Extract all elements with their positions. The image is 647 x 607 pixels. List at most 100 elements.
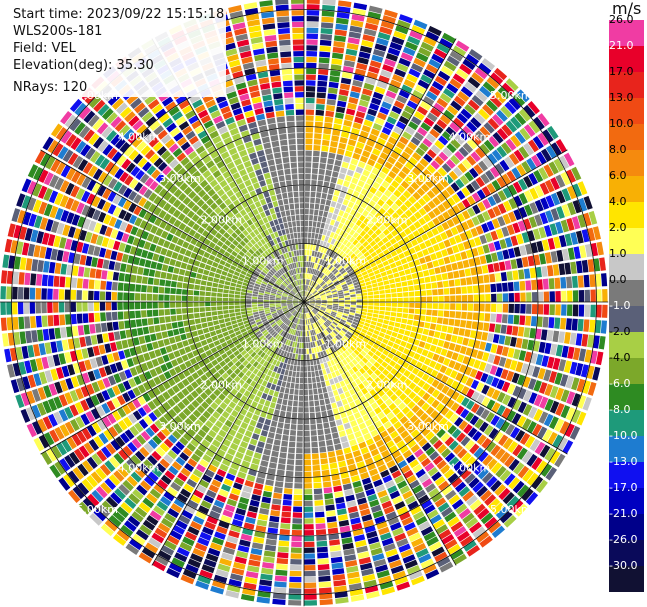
velocity-cell: [430, 253, 437, 261]
velocity-cell: [298, 348, 302, 354]
velocity-cell: [408, 285, 414, 291]
velocity-cell: [306, 27, 319, 34]
velocity-cell: [72, 265, 79, 277]
velocity-cell: [250, 264, 257, 270]
velocity-cell: [219, 179, 228, 188]
velocity-cell: [311, 289, 316, 294]
velocity-cell: [307, 267, 310, 274]
velocity-cell: [105, 302, 112, 311]
velocity-cell: [282, 434, 289, 441]
velocity-cell: [343, 60, 355, 68]
velocity-cell: [329, 545, 341, 552]
velocity-cell: [261, 252, 268, 259]
velocity-cell: [496, 251, 504, 261]
velocity-cell: [313, 482, 322, 489]
velocity-cell: [558, 234, 567, 248]
velocity-cell: [379, 224, 387, 232]
velocity-cell: [248, 121, 258, 130]
velocity-cell: [140, 293, 147, 301]
velocity-cell: [295, 377, 300, 384]
velocity-cell: [291, 353, 296, 360]
velocity-cell: [290, 291, 295, 296]
velocity-cell: [293, 488, 303, 495]
velocity-cell: [373, 255, 380, 262]
velocity-cell: [325, 291, 332, 295]
velocity-cell: [266, 234, 273, 241]
velocity-cell: [281, 440, 289, 447]
velocity-cell: [387, 274, 394, 280]
velocity-cell: [430, 107, 442, 118]
velocity-cell: [235, 177, 243, 185]
velocity-cell: [365, 254, 373, 261]
velocity-cell: [304, 209, 309, 215]
velocity-cell: [599, 257, 606, 271]
velocity-cell: [481, 58, 496, 71]
velocity-cell: [321, 10, 335, 17]
velocity-cell: [326, 294, 333, 298]
velocity-cell: [295, 97, 304, 104]
velocity-cell: [508, 198, 518, 210]
velocity-cell: [143, 188, 153, 199]
velocity-cell: [299, 291, 302, 297]
velocity-cell: [400, 222, 408, 230]
velocity-cell: [117, 302, 123, 311]
velocity-cell: [380, 20, 395, 30]
velocity-cell: [115, 102, 128, 115]
velocity-cell: [281, 151, 289, 158]
velocity-cell: [255, 250, 261, 257]
velocity-cell: [78, 106, 91, 120]
velocity-cell: [276, 163, 283, 171]
velocity-cell: [170, 287, 177, 295]
velocity-cell: [239, 168, 247, 177]
velocity-cell: [357, 105, 368, 113]
velocity-cell: [455, 287, 462, 295]
velocity-cell: [354, 116, 364, 124]
velocity-cell: [211, 237, 219, 244]
velocity-cell: [275, 264, 280, 270]
velocity-cell: [158, 113, 170, 124]
velocity-cell: [319, 280, 325, 286]
velocity-cell: [153, 195, 163, 206]
velocity-cell: [372, 265, 379, 272]
velocity-cell: [482, 211, 491, 222]
velocity-cell: [504, 237, 513, 248]
velocity-cell: [105, 291, 112, 301]
velocity-cell: [297, 267, 300, 274]
velocity-cell: [379, 106, 390, 115]
velocity-cell: [305, 86, 316, 92]
velocity-cell: [452, 117, 465, 129]
velocity-cell: [308, 295, 313, 299]
velocity-cell: [308, 294, 313, 299]
velocity-cell: [427, 25, 442, 37]
velocity-cell: [270, 510, 281, 517]
velocity-cell: [315, 411, 322, 418]
velocity-cell: [129, 310, 136, 319]
velocity-cell: [305, 279, 308, 285]
velocity-cell: [276, 116, 286, 123]
velocity-cell: [212, 282, 219, 288]
velocity-cell: [320, 273, 325, 279]
velocity-cell: [541, 239, 550, 251]
velocity-cell: [306, 273, 309, 279]
velocity-cell: [94, 302, 100, 312]
velocity-cell: [104, 343, 112, 353]
velocity-cell: [271, 226, 277, 233]
velocity-cell: [277, 28, 290, 35]
velocity-cell: [59, 314, 66, 326]
velocity-cell: [267, 58, 279, 65]
velocity-cell: [307, 336, 310, 343]
velocity-cell: [374, 236, 381, 244]
velocity-cell: [165, 154, 175, 165]
velocity-cell: [318, 272, 323, 278]
velocity-cell: [278, 287, 284, 292]
velocity-cell: [206, 316, 213, 322]
velocity-cell: [426, 112, 438, 123]
velocity-cell: [264, 229, 270, 236]
velocity-cell: [331, 245, 336, 252]
velocity-cell: [35, 302, 41, 314]
velocity-cell: [428, 58, 442, 69]
velocity-cell: [483, 122, 495, 134]
velocity-cell: [159, 316, 166, 324]
velocity-cell: [351, 177, 359, 185]
velocity-cell: [491, 149, 503, 162]
